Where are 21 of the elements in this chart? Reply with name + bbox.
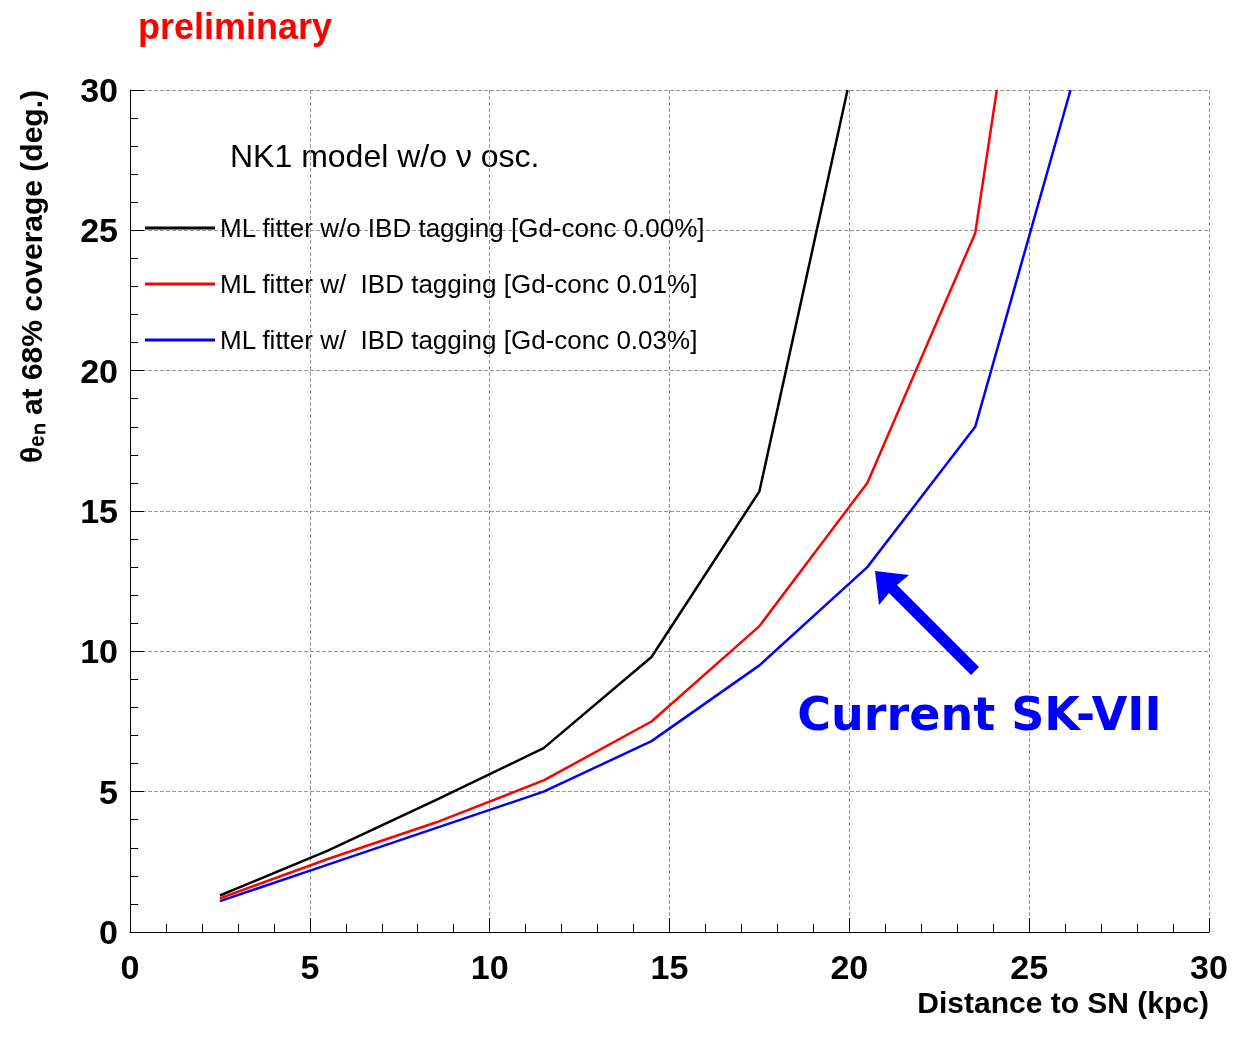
y-tick-label: 30: [80, 71, 118, 109]
x-tick-label: 25: [1010, 948, 1049, 986]
y-tick-label: 10: [80, 632, 118, 671]
x-tick-label: 15: [650, 948, 689, 986]
legend-label: ML fitter w/ IBD tagging [Gd-conc 0.01%]: [220, 269, 698, 299]
y-tick-label: 5: [99, 772, 118, 811]
y-tick-label: 0: [99, 913, 118, 951]
text: preliminary: [138, 5, 333, 47]
x-tick-label: 20: [830, 948, 869, 986]
x-tick-label: 10: [470, 948, 509, 986]
annotation: Current SK-VII: [797, 687, 1162, 742]
legend-label: ML fitter w/o IBD tagging [Gd-conc 0.00%]: [220, 213, 705, 243]
x-tick-label: 30: [1190, 948, 1228, 986]
y-tick-label: 15: [80, 492, 118, 530]
x-axis-title: Distance to SN (kpc): [917, 985, 1209, 1019]
x-tick-label: 5: [300, 948, 320, 986]
y-tick-label: 25: [80, 211, 118, 250]
y-tick-label: 20: [80, 351, 118, 390]
legend-title: NK1 model w/o ν osc.: [230, 138, 540, 174]
y-axis-title: θₑₙ at 68% coverage (deg.): [14, 90, 48, 463]
legend-label: ML fitter w/ IBD tagging [Gd-conc 0.03%]: [220, 325, 698, 355]
